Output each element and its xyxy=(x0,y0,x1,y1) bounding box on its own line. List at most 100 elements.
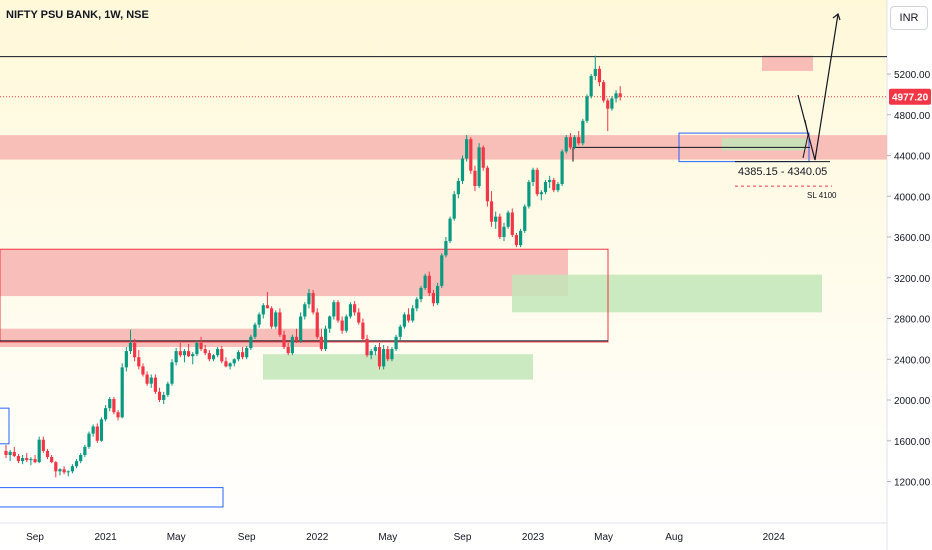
candle-body xyxy=(203,349,207,354)
candle-body xyxy=(448,218,452,242)
candle-body xyxy=(531,169,535,182)
y-tick-label: 3600.00 xyxy=(894,233,931,244)
candle-body xyxy=(577,137,581,144)
candle-body xyxy=(369,351,373,356)
candle-body xyxy=(182,351,187,356)
candle-body xyxy=(187,351,191,357)
candle-body xyxy=(278,312,282,335)
candle-body xyxy=(452,194,456,219)
candle-body xyxy=(614,93,618,99)
candle-body xyxy=(282,334,286,348)
candle-body xyxy=(489,201,494,222)
candle-body xyxy=(216,349,220,356)
candle-body xyxy=(137,357,141,367)
candle-body xyxy=(62,469,66,473)
candle-body xyxy=(473,170,477,187)
candle-body xyxy=(294,336,299,341)
candle-body xyxy=(552,179,556,191)
candle-body xyxy=(116,412,120,418)
candle-body xyxy=(494,216,498,222)
candle-body xyxy=(41,439,45,451)
candle-body xyxy=(411,308,415,321)
projection-arrowhead xyxy=(832,12,841,21)
candle-body xyxy=(440,255,444,286)
candle-body xyxy=(174,351,178,363)
projection-dip xyxy=(802,119,809,159)
candle-body xyxy=(195,342,199,355)
candle-body xyxy=(303,304,307,317)
x-tick-label: May xyxy=(167,532,186,543)
candle-body xyxy=(332,302,336,317)
y-tick-label: 2000.00 xyxy=(894,396,931,407)
candle-body xyxy=(270,308,274,327)
currency-button[interactable]: INR xyxy=(890,6,928,30)
candle-body xyxy=(240,352,245,358)
candle-body xyxy=(556,184,560,191)
candle-body xyxy=(610,98,614,109)
target-zone-label: 4385.15 - 4340.05 xyxy=(738,166,827,178)
supply-box-outline xyxy=(0,248,609,343)
candle-body xyxy=(228,363,232,367)
candle-body xyxy=(79,455,83,462)
candle-body xyxy=(535,169,539,195)
x-tick-label: 2024 xyxy=(763,532,786,543)
candle-body xyxy=(510,212,514,235)
candle-body xyxy=(373,347,377,352)
candle-body xyxy=(394,336,398,350)
candle-body xyxy=(477,147,481,187)
candle-body xyxy=(99,419,104,441)
candle-body xyxy=(120,367,124,418)
candle-body xyxy=(199,342,203,350)
candle-body xyxy=(274,312,278,327)
candle-body xyxy=(568,137,572,148)
candle-body xyxy=(236,352,240,360)
left-box-upper xyxy=(0,407,10,445)
candle-body xyxy=(402,314,406,327)
candle-body xyxy=(4,450,8,456)
y-tick-label: 4800.00 xyxy=(894,111,931,122)
candle-body xyxy=(328,316,332,329)
candle-body xyxy=(29,459,33,461)
candle-body xyxy=(543,181,548,193)
candle-body xyxy=(539,192,543,195)
supply-zone-lower xyxy=(0,328,320,348)
candle-body xyxy=(481,147,485,168)
candle-body xyxy=(66,471,70,473)
candle-body xyxy=(145,374,149,384)
candle-body xyxy=(485,167,489,202)
projection-path xyxy=(797,13,839,161)
supply-zone-top xyxy=(762,55,813,71)
candle-body xyxy=(456,180,460,195)
candle-body xyxy=(319,336,323,350)
demand-zone-upper xyxy=(722,138,806,151)
candle-body xyxy=(406,314,411,321)
y-tick-label: 4400.00 xyxy=(894,152,931,163)
candle-body xyxy=(365,338,369,356)
candle-body xyxy=(502,226,506,237)
y-tick-label: 3200.00 xyxy=(894,274,931,285)
candle-body xyxy=(606,100,610,109)
candle-body xyxy=(265,305,270,309)
candle-body xyxy=(323,328,328,350)
y-tick-label: 5200.00 xyxy=(894,70,931,81)
candle-body xyxy=(299,316,303,341)
candle-body xyxy=(124,351,128,368)
candle-body xyxy=(436,285,440,304)
x-tick-label: May xyxy=(378,532,397,543)
candle-body xyxy=(415,299,419,309)
candle-body xyxy=(593,68,597,77)
candle-body xyxy=(560,151,564,185)
candle-body xyxy=(602,82,606,101)
candle-body xyxy=(589,76,593,97)
candle-body xyxy=(104,408,108,420)
candle-body xyxy=(348,304,353,317)
candle-body xyxy=(54,462,58,472)
candle-body xyxy=(307,293,311,305)
candle-body xyxy=(95,426,99,441)
price-tag xyxy=(889,88,931,105)
x-tick-label: Sep xyxy=(26,532,44,543)
candle-body xyxy=(514,234,519,246)
candle-body xyxy=(431,293,436,304)
